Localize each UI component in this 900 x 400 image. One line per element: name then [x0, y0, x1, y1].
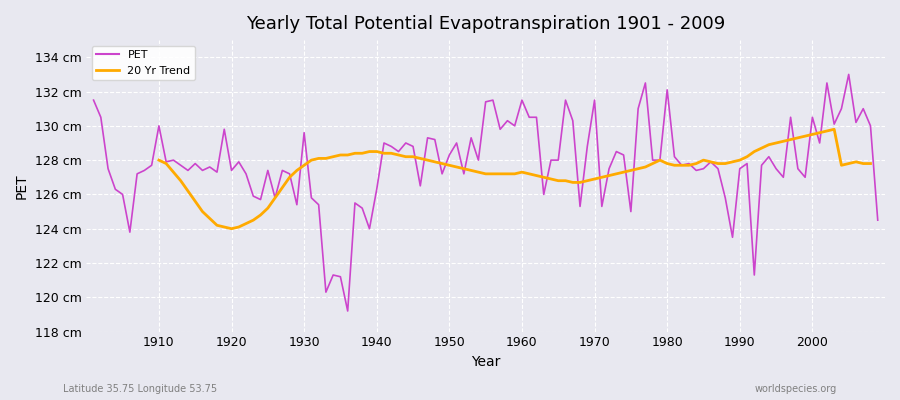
Title: Yearly Total Potential Evapotranspiration 1901 - 2009: Yearly Total Potential Evapotranspiratio…: [246, 15, 725, 33]
Y-axis label: PET: PET: [15, 173, 29, 199]
X-axis label: Year: Year: [471, 355, 500, 369]
Legend: PET, 20 Yr Trend: PET, 20 Yr Trend: [92, 46, 195, 80]
Text: Latitude 35.75 Longitude 53.75: Latitude 35.75 Longitude 53.75: [63, 384, 217, 394]
Text: worldspecies.org: worldspecies.org: [755, 384, 837, 394]
